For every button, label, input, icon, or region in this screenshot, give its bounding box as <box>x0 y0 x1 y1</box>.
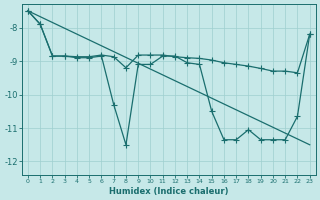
X-axis label: Humidex (Indice chaleur): Humidex (Indice chaleur) <box>109 187 228 196</box>
